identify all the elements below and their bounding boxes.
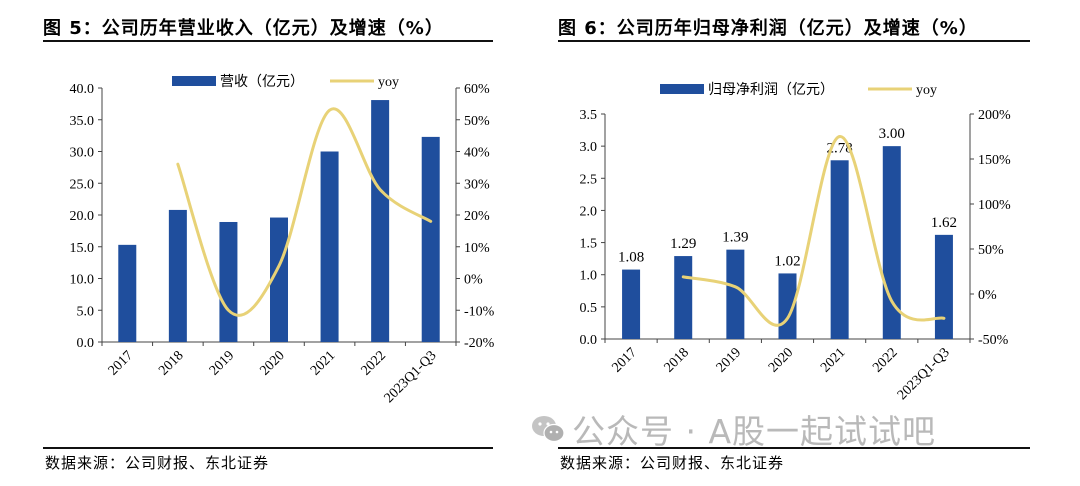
x-tick-label: 2018	[156, 348, 186, 378]
x-tick-label: 2021	[308, 348, 338, 378]
y-tick-label-right: 0%	[464, 273, 483, 288]
bar-data-label: 1.62	[931, 215, 957, 231]
x-tick-label: 2017	[106, 348, 136, 378]
source-note: 数据来源：公司财报、东北证券	[560, 454, 785, 472]
y-tick-label-left: 3.5	[580, 108, 598, 123]
x-tick-label: 2023Q1-Q3	[895, 345, 953, 403]
y-tick-label-right: -10%	[464, 304, 495, 319]
bar-data-label: 1.29	[670, 236, 696, 252]
y-tick-label-left: 15.0	[70, 241, 95, 256]
y-tick-label-right: 60%	[464, 82, 490, 97]
y-tick-label-right: 20%	[464, 209, 490, 224]
watermark: 公众号 · A股一起试试吧	[530, 405, 936, 453]
title-rule	[558, 40, 1030, 42]
wechat-icon	[532, 416, 565, 443]
bar	[270, 217, 288, 342]
y-tick-label-left: 10.0	[70, 273, 95, 288]
bar	[371, 100, 390, 342]
x-tick-label: 2017	[609, 345, 639, 375]
y-tick-label-right: -50%	[978, 333, 1009, 348]
y-tick-label-left: 30.0	[70, 146, 95, 161]
bar	[320, 151, 339, 342]
y-tick-label-right: 0%	[978, 288, 997, 303]
bar	[168, 209, 187, 342]
source-note: 数据来源：公司财报、东北证券	[45, 454, 270, 472]
y-tick-label-right: -20%	[464, 336, 495, 351]
y-tick-label-left: 0.0	[77, 336, 95, 351]
x-tick-label: 2018	[662, 345, 692, 375]
source-rule	[558, 447, 1030, 449]
figure-revenue: 图 5：公司历年营业收入（亿元）及增速（%） 0.0 5.0 10.0 15.0 20.…	[0, 0, 530, 486]
y-tick-label-right: 150%	[978, 153, 1011, 168]
legend-label-line: yoy	[378, 75, 399, 90]
x-tick-label: 2019	[714, 345, 744, 375]
y-tick-label-right: 200%	[978, 108, 1011, 123]
y-tick-label-left: 2.5	[580, 172, 598, 187]
bar	[219, 221, 238, 342]
y-tick-label-right: 50%	[464, 114, 490, 129]
y-tick-label-right: 40%	[464, 146, 490, 161]
y-tick-label-left: 20.0	[70, 209, 95, 224]
figure-title: 图 6：公司历年归母净利润（亿元）及增速（%）	[558, 18, 978, 39]
bar-data-label: 3.00	[879, 126, 905, 142]
y-tick-label-left: 2.0	[580, 204, 598, 219]
net-profit-chart: 0.0 0.5 1.0 1.5 2.0 2.5 3.0 3.5 -50% 0% 50% 100% 150…	[580, 81, 1012, 403]
source-rule	[43, 447, 493, 449]
legend-swatch-bar	[660, 84, 704, 94]
x-tick-label: 2019	[207, 348, 237, 378]
y-tick-label-right: 100%	[978, 198, 1011, 213]
yoy-line	[176, 107, 433, 317]
bar	[934, 234, 953, 339]
bar	[118, 244, 137, 342]
y-tick-label-left: 1.5	[580, 237, 598, 252]
bar	[622, 269, 641, 339]
y-tick-label-left: 40.0	[70, 82, 95, 97]
title-rule	[43, 40, 493, 42]
bar	[421, 136, 440, 342]
figure-net-profit: 图 6：公司历年归母净利润（亿元）及增速（%） 0.0 0.5 1.0 1.5 2.0 2…	[550, 0, 1080, 486]
y-tick-label-right: 30%	[464, 177, 490, 192]
y-tick-label-left: 1.0	[580, 269, 598, 284]
y-tick-label-right: 10%	[464, 241, 490, 256]
y-tick-label-right: 50%	[978, 243, 1004, 258]
x-tick-label: 2020	[766, 345, 796, 375]
y-tick-label-left: 5.0	[77, 304, 95, 319]
y-tick-label-left: 35.0	[70, 114, 95, 129]
figure-title: 图 5：公司历年营业收入（亿元）及增速（%）	[43, 18, 444, 39]
legend-label-bar: 归母净利润（亿元）	[708, 81, 834, 98]
x-tick-label: 2021	[818, 345, 848, 375]
x-tick-label: 2023Q1-Q3	[382, 348, 440, 406]
x-tick-label: 2022	[870, 345, 900, 375]
watermark-text: 公众号 · A股一起试试吧	[572, 412, 937, 451]
legend-label-bar: 营收（亿元）	[220, 74, 304, 90]
x-tick-label: 2022	[359, 348, 389, 378]
y-tick-label-left: 3.0	[580, 140, 598, 155]
revenue-chart: 0.0 5.0 10.0 15.0 20.0 25.0 30.0 35.0 40.0 -20% -1…	[70, 74, 495, 406]
legend-label-line: yoy	[916, 83, 937, 98]
y-tick-label-left: 0.0	[580, 333, 598, 348]
legend-swatch-bar	[172, 76, 216, 86]
y-tick-label-left: 0.5	[580, 301, 598, 316]
bar	[726, 249, 745, 339]
bar-data-label: 1.02	[774, 253, 800, 269]
bar-data-label: 1.39	[722, 230, 748, 246]
bar	[830, 160, 849, 339]
bar-data-label: 1.08	[618, 250, 644, 266]
x-tick-label: 2020	[257, 348, 287, 378]
bar	[674, 256, 693, 339]
y-tick-label-left: 25.0	[70, 177, 95, 192]
